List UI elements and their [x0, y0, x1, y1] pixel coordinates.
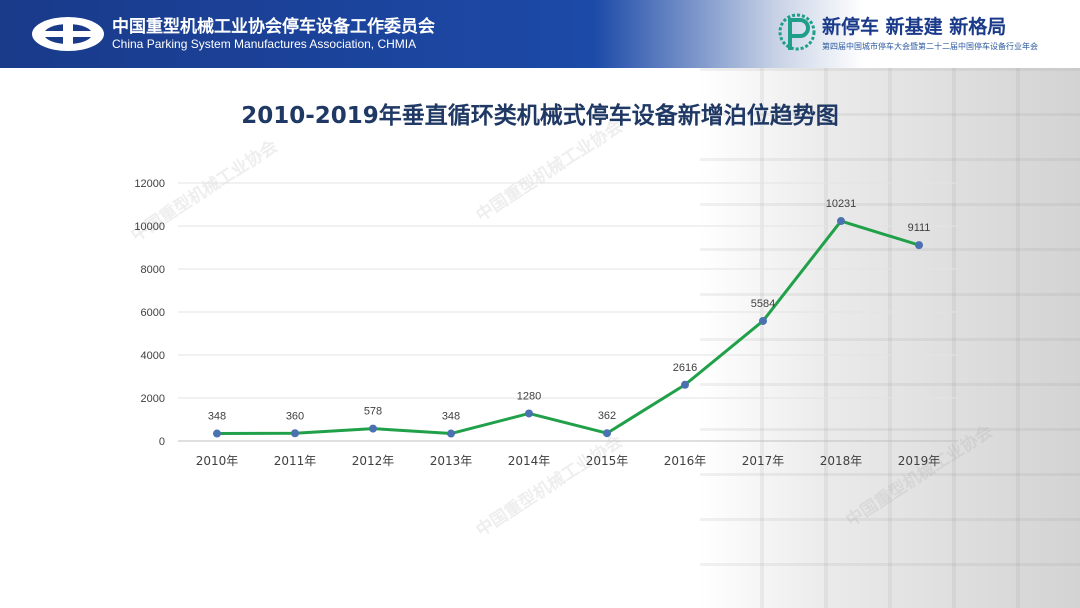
data-point — [525, 409, 533, 418]
slogan: 新停车 新基建 新格局 — [822, 16, 1007, 38]
x-tick-label: 2010年 — [196, 454, 239, 468]
data-label: 362 — [598, 410, 616, 422]
data-label: 348 — [442, 411, 460, 423]
y-tick-label: 12000 — [134, 178, 165, 190]
association-name-cn: 中国重型机械工业协会停车设备工作委员会 — [112, 17, 435, 37]
data-label: 360 — [286, 410, 304, 422]
x-tick-label: 2019年 — [898, 454, 941, 468]
x-tick-label: 2017年 — [742, 454, 785, 468]
series-line — [215, 219, 921, 436]
data-label: 2616 — [673, 362, 697, 374]
data-point — [213, 429, 221, 438]
y-tick-label: 0 — [159, 436, 165, 448]
background-photo — [700, 68, 1080, 608]
y-tick-label: 6000 — [141, 307, 165, 319]
data-label: 9111 — [908, 222, 931, 234]
data-label: 10231 — [826, 198, 857, 210]
x-tick-label: 2018年 — [820, 454, 863, 468]
data-label: 1280 — [517, 390, 541, 402]
data-point — [603, 429, 611, 438]
x-tick-label: 2015年 — [586, 454, 629, 468]
slogan-subtitle: 第四届中国城市停车大会暨第二十二届中国停车设备行业年会 — [822, 42, 1038, 51]
y-tick-label: 4000 — [141, 350, 165, 362]
data-label: 5584 — [751, 298, 775, 310]
header-bar: 中国重型机械工业协会停车设备工作委员会 China Parking System… — [0, 0, 1080, 68]
x-tick-label: 2011年 — [274, 454, 317, 468]
data-label: 348 — [208, 411, 226, 423]
association-logo-icon — [32, 17, 104, 51]
data-labels: 348 360 578 348 1280 362 2616 5584 10231 9111 — [208, 198, 931, 422]
x-tick-label: 2013年 — [430, 454, 473, 468]
data-point — [291, 429, 299, 438]
data-point — [681, 380, 689, 389]
y-axis-ticks: 0 2000 4000 6000 8000 10000 12000 — [134, 178, 165, 448]
data-point — [369, 424, 377, 433]
data-point — [447, 429, 455, 438]
series-line-group — [215, 219, 921, 436]
x-tick-label: 2014年 — [508, 454, 551, 468]
y-tick-label: 8000 — [141, 264, 165, 276]
data-point — [837, 217, 845, 226]
y-tick-label: 10000 — [134, 221, 165, 233]
event-logo-icon — [778, 13, 816, 51]
x-tick-label: 2016年 — [664, 454, 707, 468]
x-axis-ticks: 2010年 2011年 2012年 2013年 2014年 2015年 2016年 2017年… — [196, 454, 941, 468]
data-point — [759, 316, 767, 325]
x-tick-label: 2012年 — [352, 454, 395, 468]
chart-gridlines — [178, 182, 958, 442]
data-label: 578 — [364, 406, 382, 418]
data-point — [915, 241, 923, 250]
y-tick-label: 2000 — [141, 393, 165, 405]
chart-title: 2010-2019年垂直循环类机械式停车设备新增泊位趋势图 — [241, 103, 839, 129]
series-markers — [213, 217, 923, 438]
association-name-en: China Parking System Manufactures Associ… — [112, 37, 417, 51]
